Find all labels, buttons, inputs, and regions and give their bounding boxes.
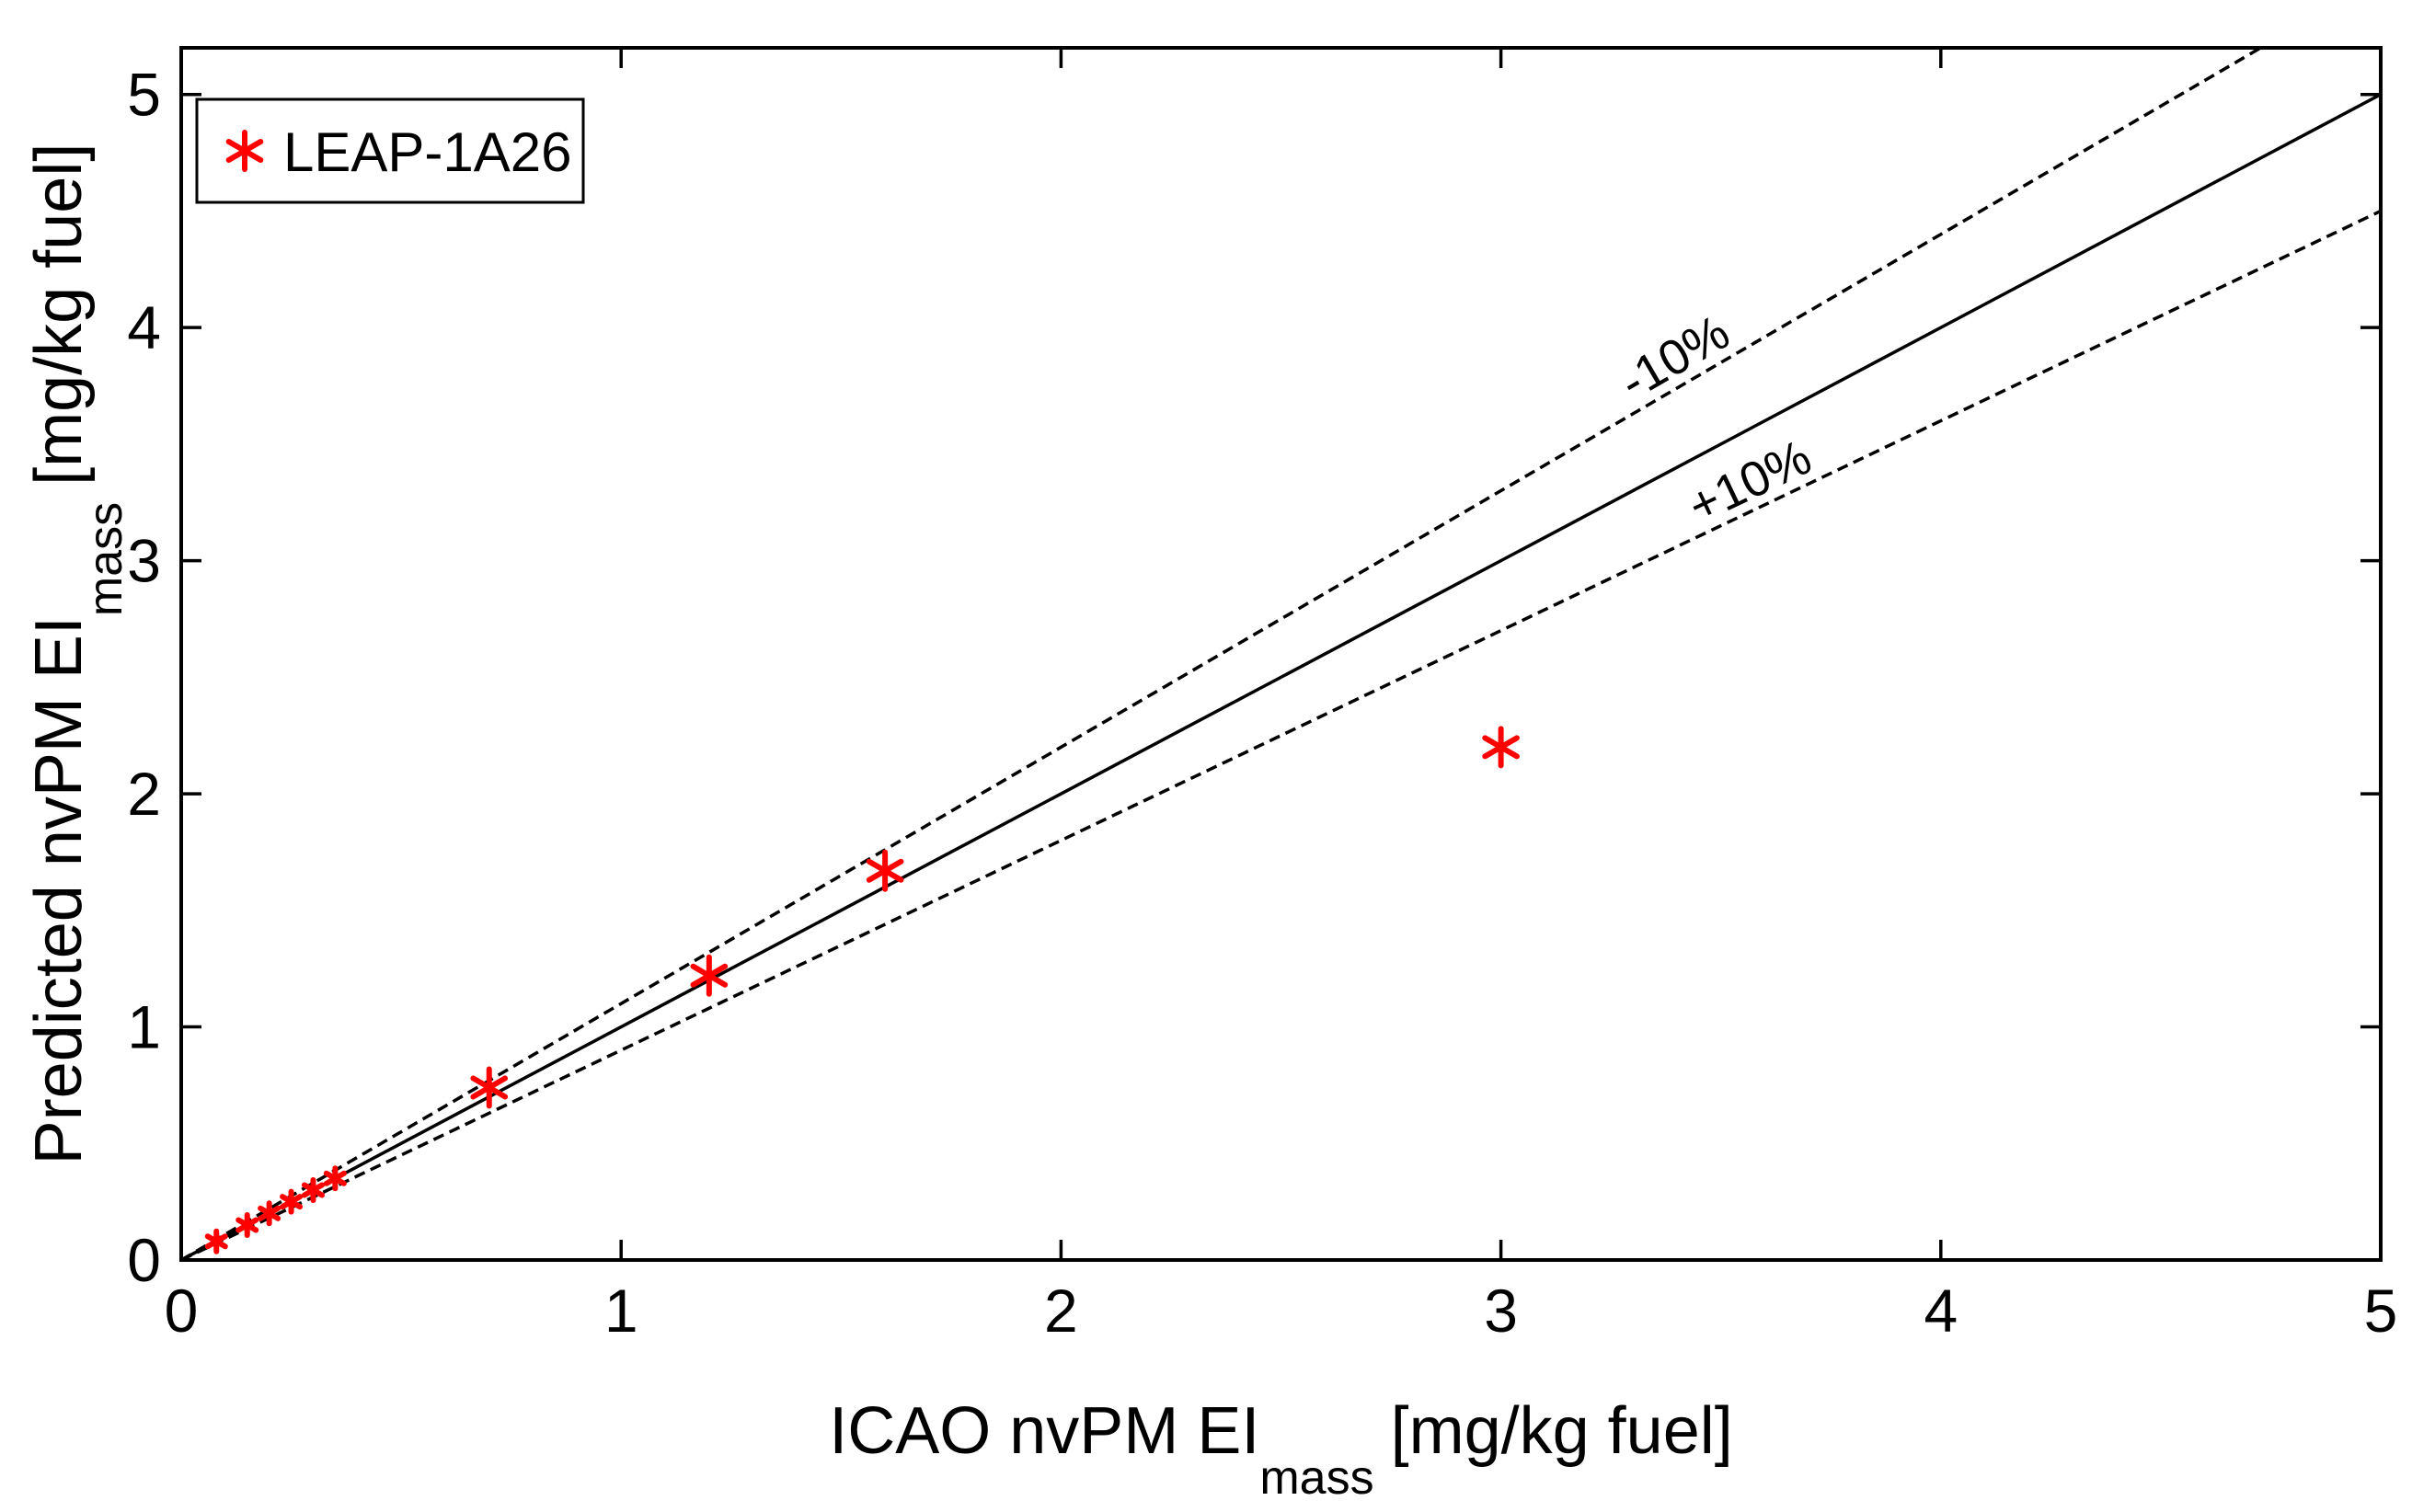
x-tick-label: 4: [1924, 1277, 1958, 1345]
data-point: [258, 1200, 281, 1227]
reference-line-10: [181, 48, 2265, 1260]
data-points: [204, 726, 1520, 1254]
x-tick-label: 0: [165, 1277, 199, 1345]
data-point: [470, 1066, 509, 1109]
data-point: [235, 1211, 259, 1238]
y-tick-label: 5: [127, 61, 161, 129]
data-point: [204, 1228, 228, 1254]
data-point: [301, 1176, 325, 1203]
legend-label: LEAP-1A26: [283, 121, 572, 183]
data-point: [323, 1165, 347, 1192]
x-tick-label: 3: [1484, 1277, 1518, 1345]
y-tick-label: 3: [127, 527, 161, 595]
y-axis-label: Predicted nvPM EImass [mg/kg fuel]: [22, 143, 132, 1165]
legend-asterisk-icon: [225, 130, 264, 172]
y-axis-label-unit: [mg/kg fuel]: [22, 143, 96, 486]
y-tick-label: 0: [127, 1226, 161, 1294]
reference-lines: [181, 48, 2381, 1260]
legend-marker-icon: [225, 130, 264, 172]
axis-ticks: 0 1 2 3 4 5 0 1 2 3 4 5: [127, 48, 2397, 1345]
annotation-plus-10: +10%: [1680, 430, 1820, 534]
legend-box: [195, 97, 585, 204]
x-axis-label-sub: mass: [1259, 1451, 1373, 1505]
data-point: [866, 849, 904, 892]
x-tick-label: 5: [2364, 1277, 2398, 1345]
x-tick-label: 1: [604, 1277, 638, 1345]
plot-frame: [179, 46, 2383, 1262]
legend: LEAP-1A26: [195, 97, 585, 204]
y-axis-label-main: Predicted nvPM EI: [22, 616, 96, 1164]
annotation-minus-10: -10%: [1611, 304, 1739, 410]
data-point: [280, 1188, 304, 1215]
data-point: [690, 954, 729, 997]
x-axis-label-unit: [mg/kg fuel]: [1391, 1394, 1733, 1468]
y-tick-label: 2: [127, 760, 161, 828]
y-tick-label: 1: [127, 993, 161, 1061]
x-tick-label: 2: [1044, 1277, 1078, 1345]
data-point: [1482, 726, 1520, 769]
reference-line-10: [181, 209, 2381, 1260]
y-tick-label: 4: [127, 293, 161, 361]
x-axis-label-main: ICAO nvPM EI: [829, 1394, 1259, 1468]
reference-line-11: [181, 93, 2381, 1260]
x-axis-label: ICAO nvPM EImass [mg/kg fuel]: [829, 1394, 1733, 1505]
y-axis-label-sub: mass: [79, 502, 132, 616]
